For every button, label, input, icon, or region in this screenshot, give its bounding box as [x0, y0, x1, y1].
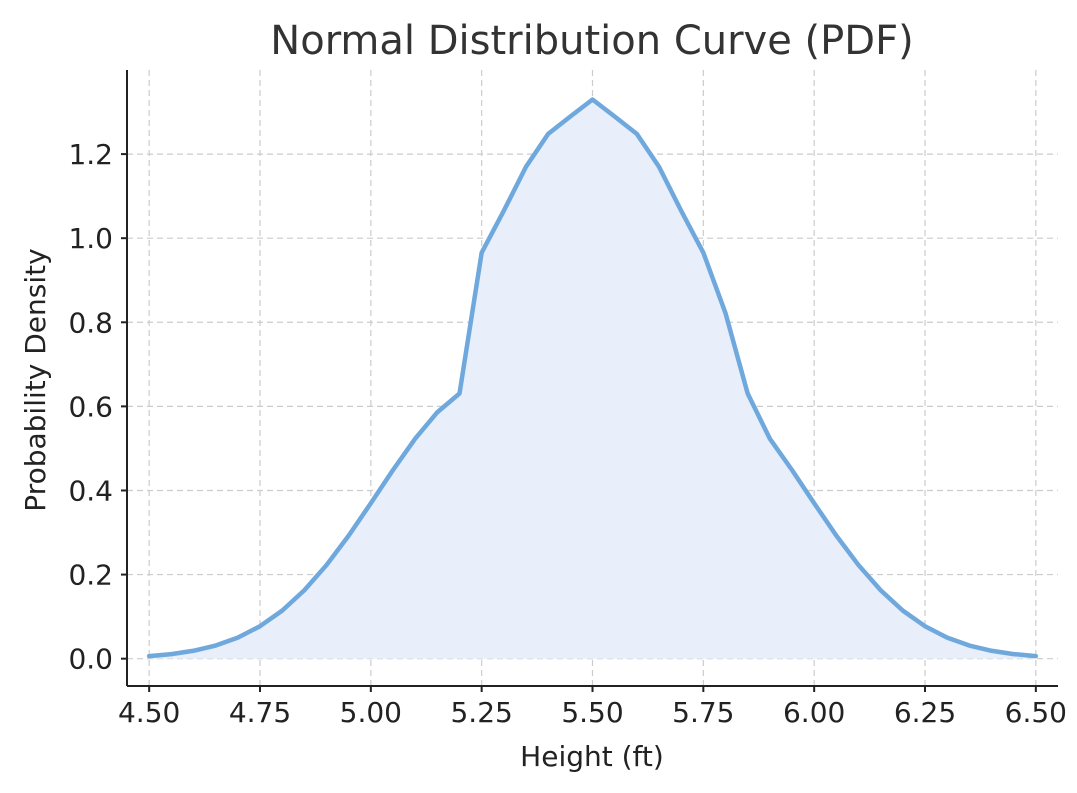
y-tick-label: 0.8 — [68, 306, 113, 339]
chart-title: Normal Distribution Curve (PDF) — [270, 18, 913, 64]
pdf-curve-line — [146, 97, 1039, 659]
plot-area — [146, 97, 1039, 659]
x-tick-label: 5.50 — [561, 696, 623, 729]
y-axis-label: Probability Density — [19, 248, 52, 511]
y-tick-label: 1.0 — [68, 222, 113, 255]
x-tick-label: 4.50 — [118, 696, 180, 729]
x-axis-label: Height (ft) — [520, 740, 664, 773]
x-tick-label: 5.25 — [450, 696, 512, 729]
x-tick-label: 6.25 — [894, 696, 956, 729]
y-tick-label: 0.6 — [68, 390, 113, 423]
x-tick-label: 5.00 — [340, 696, 402, 729]
x-tick-label: 4.75 — [229, 696, 291, 729]
y-tick-label: 0.2 — [68, 559, 113, 592]
x-tick-label: 5.75 — [672, 696, 734, 729]
curve-fill-area — [149, 99, 1036, 659]
y-tick-label: 0.0 — [68, 643, 113, 676]
y-tick-label: 0.4 — [68, 474, 113, 507]
y-tick-label: 1.2 — [68, 138, 113, 171]
x-tick-label: 6.00 — [783, 696, 845, 729]
axes: 4.50 4.75 5.00 5.25 5.50 5.75 6.00 6.25 6.50 0.0 0… — [68, 70, 1067, 729]
x-tick-label: 6.50 — [1005, 696, 1067, 729]
